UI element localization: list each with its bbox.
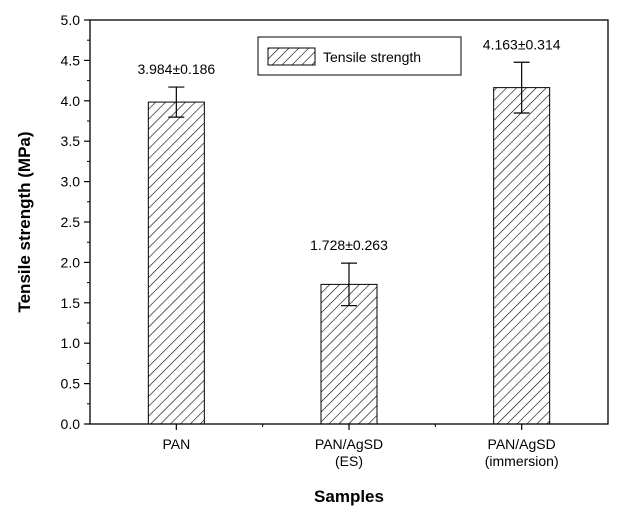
- y-tick-label: 3.0: [61, 174, 81, 190]
- y-tick-label: 4.0: [61, 93, 81, 109]
- y-tick-label: 3.5: [61, 133, 81, 149]
- y-tick-label: 2.0: [61, 254, 81, 270]
- x-tick-label: PAN: [162, 436, 190, 452]
- bar: [320, 283, 378, 425]
- x-tick-label: PAN/AgSD (ES): [315, 436, 383, 469]
- legend-swatch: [267, 47, 316, 66]
- bars-layer: [147, 87, 551, 425]
- y-axis-ticks: 0.0 0.5 1.0 1.5 2.0 2.5 3.0 3.5 4.0 4.5 5.0: [61, 12, 90, 432]
- data-label: 4.163±0.314: [483, 36, 561, 52]
- data-label: 1.728±0.263: [310, 237, 388, 253]
- legend-label: Tensile strength: [323, 49, 421, 65]
- data-label: 3.984±0.186: [137, 61, 215, 77]
- y-tick-label: 0.5: [61, 376, 81, 392]
- bar: [493, 87, 551, 425]
- y-tick-label: 1.0: [61, 335, 81, 351]
- legend: Tensile strength: [257, 36, 462, 76]
- y-tick-label: 0.0: [61, 416, 81, 432]
- y-tick-label: 4.5: [61, 52, 81, 68]
- y-tick-label: 2.5: [61, 214, 81, 230]
- y-axis-title: Tensile strength (MPa): [15, 131, 34, 312]
- y-tick-label: 1.5: [61, 295, 81, 311]
- y-tick-label: 5.0: [61, 12, 81, 28]
- x-axis-title: Samples: [314, 487, 384, 506]
- x-axis-ticks: PAN PAN/AgSD (ES) PAN/AgSD (immersion): [162, 424, 559, 469]
- bar: [147, 101, 205, 425]
- error-bars-layer: [168, 61, 530, 307]
- data-labels-layer: 3.984±0.186 1.728±0.263 4.163±0.314: [137, 36, 560, 253]
- x-tick-label: PAN/AgSD (immersion): [485, 436, 559, 469]
